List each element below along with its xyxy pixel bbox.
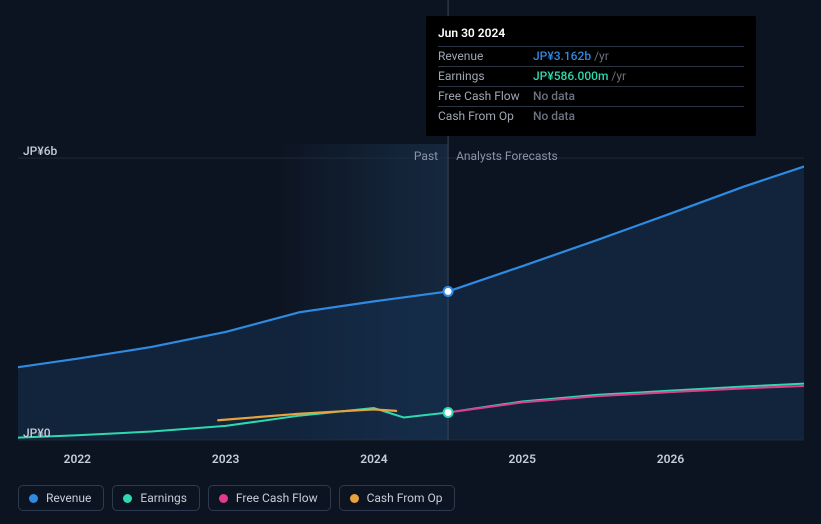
legend-dot-icon: [219, 494, 228, 503]
tooltip-row-value: JP¥586.000m: [533, 69, 608, 84]
tooltip-row: Free Cash FlowNo data: [438, 86, 744, 106]
y-axis-label: JP¥6b: [23, 144, 57, 158]
tooltip-row: EarningsJP¥586.000m/yr: [438, 66, 744, 86]
tooltip-row-unit: /yr: [611, 69, 626, 84]
legend-item-revenue[interactable]: Revenue: [18, 485, 104, 511]
past-region-label: Past: [388, 149, 438, 163]
x-axis-label: 2024: [360, 452, 387, 466]
tooltip-row-label: Revenue: [438, 49, 533, 64]
chart-legend: Revenue Earnings Free Cash Flow Cash From O…: [18, 485, 455, 511]
tooltip-row-unit: /yr: [594, 49, 609, 64]
tooltip-row: RevenueJP¥3.162b/yr: [438, 46, 744, 66]
x-axis-label: 2023: [212, 452, 239, 466]
forecast-region-label: Analysts Forecasts: [456, 149, 558, 163]
marker-revenue: [444, 287, 453, 296]
x-axis-labels: 2022 2023 2024 2025 2026: [18, 452, 804, 472]
tooltip-row-value: No data: [533, 109, 575, 124]
tooltip-row-value: JP¥3.162b: [533, 49, 591, 64]
x-axis-label: 2022: [64, 452, 91, 466]
x-axis-label: 2025: [509, 452, 536, 466]
legend-item-label: Free Cash Flow: [236, 491, 318, 505]
y-axis-label: JP¥0: [23, 426, 51, 440]
legend-dot-icon: [123, 494, 132, 503]
legend-item-label: Revenue: [46, 491, 91, 505]
chart-tooltip: Jun 30 2024 RevenueJP¥3.162b/yrEarningsJ…: [426, 16, 756, 136]
tooltip-row: Cash From OpNo data: [438, 106, 744, 126]
legend-dot-icon: [29, 494, 38, 503]
tooltip-row-label: Cash From Op: [438, 109, 533, 124]
legend-item-label: Earnings: [140, 491, 187, 505]
legend-item-fcf[interactable]: Free Cash Flow: [208, 485, 331, 511]
legend-item-label: Cash From Op: [367, 491, 443, 505]
tooltip-row-value: No data: [533, 89, 575, 104]
x-axis-label: 2026: [657, 452, 684, 466]
legend-item-earnings[interactable]: Earnings: [112, 485, 200, 511]
marker-earnings: [444, 408, 453, 417]
tooltip-title: Jun 30 2024: [438, 24, 744, 46]
tooltip-row-label: Free Cash Flow: [438, 89, 533, 104]
tooltip-row-label: Earnings: [438, 69, 533, 84]
legend-item-cfo[interactable]: Cash From Op: [339, 485, 456, 511]
legend-dot-icon: [350, 494, 359, 503]
